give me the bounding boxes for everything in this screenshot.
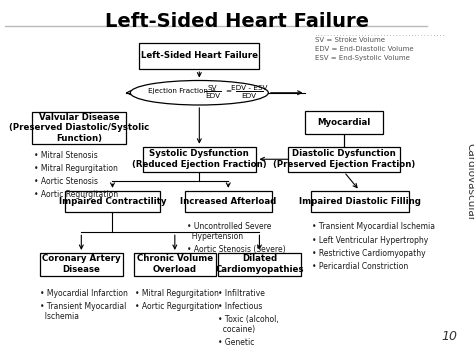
Text: Cardiovascular: Cardiovascular <box>465 143 474 221</box>
Text: EDV - ESV: EDV - ESV <box>231 85 267 91</box>
Text: • Aortic Regurgitation: • Aortic Regurgitation <box>135 302 219 311</box>
Text: • Infectious: • Infectious <box>219 302 263 311</box>
FancyBboxPatch shape <box>134 253 216 276</box>
Text: Dilated
Cardiomyopathies: Dilated Cardiomyopathies <box>215 254 304 274</box>
FancyBboxPatch shape <box>64 191 160 212</box>
Text: Chronic Volume
Overload: Chronic Volume Overload <box>137 254 213 274</box>
Text: • Aortic Stenosis: • Aortic Stenosis <box>34 177 98 186</box>
Text: • Toxic (alcohol,: • Toxic (alcohol, <box>219 315 279 324</box>
Text: EDV: EDV <box>242 92 257 99</box>
Text: Hypertension: Hypertension <box>187 232 244 241</box>
Text: Ejection Fraction =: Ejection Fraction = <box>148 88 219 95</box>
Text: • Mitral Stenosis: • Mitral Stenosis <box>34 150 98 160</box>
Text: Coronary Artery
Disease: Coronary Artery Disease <box>42 254 120 274</box>
Text: Increased Afterload: Increased Afterload <box>180 197 276 206</box>
Text: • Aortic Stenosis (Severe): • Aortic Stenosis (Severe) <box>187 245 286 254</box>
Text: Valvular Disease
(Preserved Diastolic/Systolic
Function): Valvular Disease (Preserved Diastolic/Sy… <box>9 112 149 143</box>
Text: • Restrictive Cardiomyopathy: • Restrictive Cardiomyopathy <box>312 249 426 258</box>
FancyBboxPatch shape <box>288 147 400 172</box>
FancyBboxPatch shape <box>218 253 301 276</box>
Text: • Myocardial Infarction: • Myocardial Infarction <box>40 289 128 298</box>
Text: • Transient Myocardial: • Transient Myocardial <box>40 302 127 311</box>
Text: Impaired Contractility: Impaired Contractility <box>59 197 166 206</box>
Text: EDV: EDV <box>205 92 220 99</box>
FancyBboxPatch shape <box>139 43 259 69</box>
Text: • Mitral Regurgitation: • Mitral Regurgitation <box>34 164 118 173</box>
Text: • Pericardial Constriction: • Pericardial Constriction <box>312 262 408 271</box>
Text: Systolic Dysfunction
(Reduced Ejection Fraction): Systolic Dysfunction (Reduced Ejection F… <box>132 149 266 169</box>
Text: Myocardial: Myocardial <box>318 118 371 127</box>
Text: SV = Stroke Volume
EDV = End-Diastolic Volume
ESV = End-Systolic Volume: SV = Stroke Volume EDV = End-Diastolic V… <box>315 37 414 62</box>
Text: cocaine): cocaine) <box>219 325 255 334</box>
FancyBboxPatch shape <box>185 191 272 212</box>
Text: =: = <box>225 88 231 95</box>
Text: • Uncontrolled Severe: • Uncontrolled Severe <box>187 222 272 231</box>
Text: Impaired Diastolic Filling: Impaired Diastolic Filling <box>299 197 420 206</box>
Text: Diastolic Dysfunction
(Preserved Ejection Fraction): Diastolic Dysfunction (Preserved Ejectio… <box>273 149 415 169</box>
FancyBboxPatch shape <box>32 112 126 144</box>
FancyBboxPatch shape <box>143 147 256 172</box>
Text: • Aortic Regurgitation: • Aortic Regurgitation <box>34 190 118 199</box>
Text: Left-Sided Heart Failure: Left-Sided Heart Failure <box>105 12 369 31</box>
FancyBboxPatch shape <box>40 253 122 276</box>
Text: SV: SV <box>208 85 218 91</box>
Text: ..........................................: ........................................… <box>315 32 447 36</box>
Text: Left-Sided Heart Failure: Left-Sided Heart Failure <box>141 51 258 61</box>
Text: • Infiltrative: • Infiltrative <box>219 289 265 298</box>
Text: Ischemia: Ischemia <box>40 312 79 321</box>
FancyBboxPatch shape <box>310 191 409 212</box>
Text: • Genetic: • Genetic <box>219 338 255 347</box>
Text: • Mitral Regurgitation: • Mitral Regurgitation <box>135 289 219 298</box>
Text: • Left Ventricular Hypertrophy: • Left Ventricular Hypertrophy <box>312 236 428 245</box>
Text: • Transient Myocardial Ischemia: • Transient Myocardial Ischemia <box>312 222 435 231</box>
Text: 10: 10 <box>442 330 457 343</box>
FancyBboxPatch shape <box>305 111 383 134</box>
